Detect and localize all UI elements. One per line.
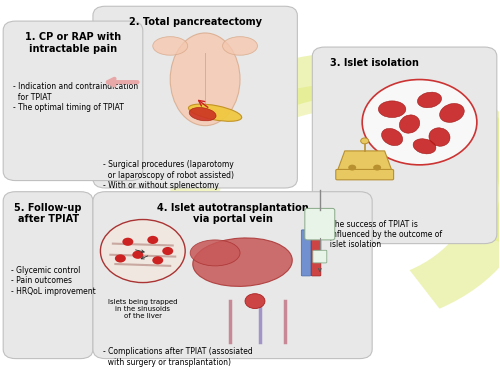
- FancyBboxPatch shape: [336, 169, 394, 180]
- Circle shape: [162, 247, 173, 255]
- FancyBboxPatch shape: [93, 192, 372, 358]
- Text: - Complications after TPIAT (assosiated
  with surgery or transplantation): - Complications after TPIAT (assosiated …: [103, 348, 253, 367]
- Text: - Surgical procedures (laparotomy
  or laparoscopy of robot assisted)
- With or : - Surgical procedures (laparotomy or lap…: [103, 160, 234, 190]
- Ellipse shape: [418, 92, 442, 108]
- Ellipse shape: [153, 37, 188, 55]
- Ellipse shape: [222, 37, 258, 55]
- Text: Islets being trapped
in the sinusoids
of the liver: Islets being trapped in the sinusoids of…: [108, 299, 178, 319]
- FancyBboxPatch shape: [305, 209, 335, 240]
- Circle shape: [148, 236, 158, 244]
- Ellipse shape: [382, 128, 402, 145]
- FancyArrow shape: [250, 270, 272, 286]
- Circle shape: [360, 138, 368, 144]
- Ellipse shape: [188, 104, 242, 121]
- Ellipse shape: [429, 128, 450, 146]
- Text: 1. CP or RAP with
intractable pain: 1. CP or RAP with intractable pain: [25, 32, 121, 54]
- Circle shape: [122, 238, 134, 246]
- Polygon shape: [338, 151, 392, 171]
- Text: 3. Islet isolation: 3. Islet isolation: [330, 58, 418, 68]
- Ellipse shape: [190, 240, 240, 266]
- Circle shape: [100, 220, 185, 283]
- Ellipse shape: [440, 103, 464, 122]
- Text: 4. Islet autotransplantation
via portal vein: 4. Islet autotransplantation via portal …: [156, 203, 308, 225]
- Polygon shape: [170, 82, 500, 249]
- Ellipse shape: [400, 115, 419, 133]
- Text: 5. Follow-up
after TPIAT: 5. Follow-up after TPIAT: [14, 203, 82, 225]
- FancyBboxPatch shape: [313, 250, 327, 263]
- FancyBboxPatch shape: [3, 192, 93, 358]
- Ellipse shape: [189, 107, 216, 121]
- Ellipse shape: [193, 238, 292, 286]
- Text: - The success of TPIAT is
  influenced by the outcome of
  islet isolation: - The success of TPIAT is influenced by …: [325, 220, 442, 249]
- Ellipse shape: [378, 101, 406, 117]
- Ellipse shape: [413, 139, 436, 154]
- FancyBboxPatch shape: [3, 21, 143, 181]
- Circle shape: [348, 164, 356, 170]
- Text: - Indication and contraindication
  for TPIAT
- The optimal timing of TPIAT: - Indication and contraindication for TP…: [13, 82, 138, 112]
- Circle shape: [132, 251, 143, 259]
- FancyBboxPatch shape: [302, 230, 311, 276]
- Text: - Glycemic control
- Pain outcomes
- HRQoL improvement: - Glycemic control - Pain outcomes - HRQ…: [10, 266, 96, 296]
- FancyBboxPatch shape: [93, 6, 298, 188]
- FancyBboxPatch shape: [312, 47, 497, 244]
- Wedge shape: [164, 53, 500, 309]
- Circle shape: [245, 294, 265, 308]
- Circle shape: [362, 79, 477, 165]
- Text: 2. Total pancreatectomy: 2. Total pancreatectomy: [128, 18, 262, 27]
- Circle shape: [373, 164, 381, 170]
- Ellipse shape: [170, 33, 240, 126]
- Circle shape: [152, 256, 163, 264]
- FancyArrow shape: [86, 227, 110, 323]
- FancyBboxPatch shape: [312, 230, 321, 276]
- Circle shape: [115, 254, 126, 263]
